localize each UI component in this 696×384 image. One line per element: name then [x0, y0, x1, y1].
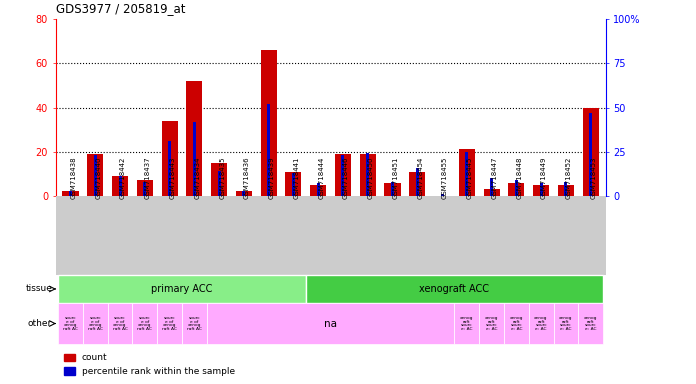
Bar	[504, 303, 529, 344]
Text: xenog
raft
sourc
e: AC: xenog raft sourc e: AC	[485, 316, 498, 331]
Text: primary ACC: primary ACC	[151, 284, 213, 294]
Bar	[168, 141, 171, 196]
Bar	[69, 190, 72, 196]
Bar	[564, 182, 567, 196]
Text: GSM718440: GSM718440	[95, 157, 102, 199]
Bar	[416, 167, 419, 196]
Bar	[529, 303, 553, 344]
Bar	[63, 192, 79, 196]
Bar	[342, 155, 345, 196]
Bar	[553, 303, 578, 344]
Bar	[161, 121, 177, 196]
Bar	[310, 185, 326, 196]
Bar	[187, 81, 203, 196]
Text: GSM718449: GSM718449	[541, 157, 547, 199]
Bar	[218, 171, 221, 196]
Text: GSM718455: GSM718455	[442, 157, 448, 199]
Bar	[578, 303, 603, 344]
Text: xenog
raft
sourc
e: AC: xenog raft sourc e: AC	[460, 316, 473, 331]
Bar	[182, 303, 207, 344]
Bar	[484, 189, 500, 196]
Text: GSM718436: GSM718436	[244, 156, 250, 199]
Bar	[480, 303, 504, 344]
Bar	[137, 180, 153, 196]
Bar	[292, 173, 295, 196]
Bar	[490, 178, 493, 196]
Bar	[366, 154, 370, 196]
Text: sourc
e of
xenog
raft AC: sourc e of xenog raft AC	[162, 316, 177, 331]
Bar	[533, 185, 549, 196]
Bar	[409, 172, 425, 196]
Bar	[83, 303, 108, 344]
Text: GSM718450: GSM718450	[367, 157, 374, 199]
Text: GSM718445: GSM718445	[467, 157, 473, 199]
Bar	[466, 152, 468, 196]
Text: GSM718442: GSM718442	[120, 157, 126, 199]
Text: GDS3977 / 205819_at: GDS3977 / 205819_at	[56, 2, 185, 15]
Bar	[118, 176, 122, 196]
Bar	[539, 184, 543, 196]
Text: xenog
raft
sourc
e: AC: xenog raft sourc e: AC	[509, 316, 523, 331]
Bar	[112, 176, 128, 196]
Bar	[454, 303, 480, 344]
Text: xenograft ACC: xenograft ACC	[420, 284, 489, 294]
Bar	[157, 303, 182, 344]
Text: GSM718437: GSM718437	[145, 156, 151, 199]
Text: GSM718447: GSM718447	[491, 157, 498, 199]
Text: xenog
raft
sourc
e: AC: xenog raft sourc e: AC	[584, 316, 597, 331]
Text: GSM718448: GSM718448	[516, 157, 523, 199]
Bar	[108, 303, 132, 344]
Text: other: other	[28, 319, 52, 328]
Text: GSM718444: GSM718444	[318, 157, 324, 199]
Bar	[207, 303, 454, 344]
Bar	[391, 182, 394, 196]
Bar	[306, 275, 603, 303]
Bar	[441, 194, 443, 196]
Text: GSM718439: GSM718439	[269, 156, 275, 199]
Bar	[360, 154, 376, 196]
Legend: count, percentile rank within the sample: count, percentile rank within the sample	[60, 350, 239, 379]
Bar	[94, 155, 97, 196]
Bar	[236, 192, 252, 196]
Bar	[193, 122, 196, 196]
Bar	[211, 163, 227, 196]
Text: GSM718434: GSM718434	[194, 157, 200, 199]
Text: sourc
e of
xenog
raft AC: sourc e of xenog raft AC	[113, 316, 127, 331]
Text: sourc
e of
xenog
raft AC: sourc e of xenog raft AC	[88, 316, 103, 331]
Bar	[58, 303, 83, 344]
Text: GSM718435: GSM718435	[219, 157, 225, 199]
Bar	[143, 182, 146, 196]
Text: tissue: tissue	[25, 285, 52, 293]
Text: GSM718441: GSM718441	[294, 157, 299, 199]
Text: xenog
raft
sourc
e: AC: xenog raft sourc e: AC	[559, 316, 573, 331]
Bar	[583, 108, 599, 196]
Text: GSM718454: GSM718454	[418, 157, 423, 199]
Bar	[317, 184, 319, 196]
Text: GSM718451: GSM718451	[393, 157, 399, 199]
Bar	[335, 154, 351, 196]
Bar	[508, 183, 524, 196]
Text: xenog
raft
sourc
e: AC: xenog raft sourc e: AC	[535, 316, 548, 331]
Bar	[132, 303, 157, 344]
Bar	[590, 113, 592, 196]
Bar	[267, 104, 270, 196]
Bar	[58, 275, 306, 303]
Text: GSM718438: GSM718438	[70, 156, 77, 199]
Text: na: na	[324, 318, 337, 329]
Bar	[384, 183, 401, 196]
Bar	[87, 154, 104, 196]
Text: sourc
e of
xenog
raft AC: sourc e of xenog raft AC	[187, 316, 202, 331]
Text: GSM718453: GSM718453	[591, 157, 596, 199]
Bar	[242, 190, 246, 196]
Bar	[459, 149, 475, 196]
Bar	[557, 185, 574, 196]
Bar	[515, 180, 518, 196]
Text: GSM718446: GSM718446	[343, 157, 349, 199]
Text: GSM718452: GSM718452	[566, 157, 572, 199]
Text: sourc
e of
xenog
raft AC: sourc e of xenog raft AC	[137, 316, 152, 331]
Text: sourc
e of
xenog
raft AC: sourc e of xenog raft AC	[63, 316, 78, 331]
Bar	[260, 50, 277, 196]
Bar	[285, 172, 301, 196]
Text: GSM718443: GSM718443	[170, 157, 175, 199]
